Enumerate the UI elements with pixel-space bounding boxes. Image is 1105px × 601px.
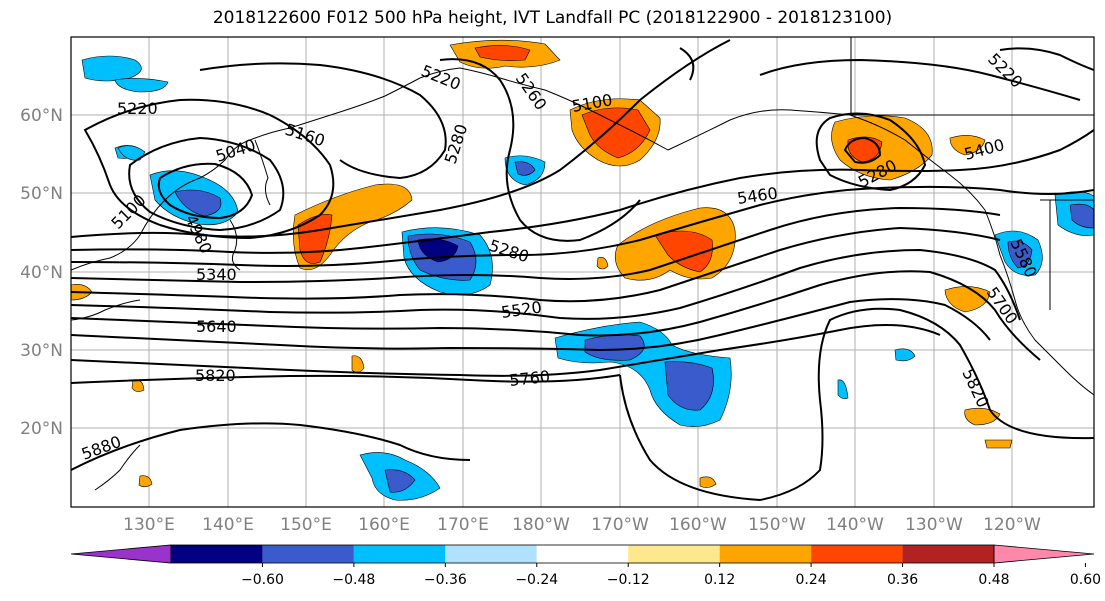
- height-contours: [71, 39, 1094, 502]
- longitude-labels: 130°E 140°E 150°E 160°E 170°E 180°W 170°…: [123, 515, 1041, 535]
- lon-label: 120°W: [983, 515, 1041, 535]
- colorbar-min-extend: [70, 544, 172, 564]
- colorbar-segment: [171, 545, 263, 563]
- contour-label: 5640: [196, 317, 237, 336]
- lon-label: 170°E: [437, 515, 489, 535]
- lon-label: 130°W: [905, 515, 963, 535]
- contour-label: 5340: [196, 265, 237, 284]
- colorbar-tick-label: −0.48: [332, 572, 375, 588]
- colorbar-tick-label: −0.60: [241, 572, 284, 588]
- lat-label: 20°N: [20, 419, 63, 439]
- ivt-positive-anomalies: [71, 39, 1013, 488]
- lon-label: 140°E: [202, 515, 254, 535]
- colorbar-segment: [719, 545, 812, 563]
- map-frame: [70, 36, 1095, 508]
- lon-label: 160°E: [358, 515, 410, 535]
- colorbar: −0.60 −0.48 −0.36 −0.24 −0.12 0.12 0.24 0.36 0.4…: [70, 544, 1101, 588]
- lon-label: 180°W: [512, 515, 570, 535]
- colorbar-tick-label: 0.60: [1070, 572, 1101, 588]
- ivt-negative-anomalies: [81, 55, 1094, 501]
- lon-label: 130°E: [123, 515, 175, 535]
- colorbar-segment: [445, 545, 537, 563]
- colorbar-segment: [628, 545, 720, 563]
- lat-label: 50°N: [20, 184, 63, 204]
- colorbar-segment: [902, 545, 994, 563]
- lat-label: 40°N: [20, 263, 63, 283]
- contour-labels: 5220 5220 5160 5040 5100 4980 5280 5260 …: [79, 49, 1041, 463]
- colorbar-tick-label: 0.24: [796, 572, 827, 588]
- lon-label: 170°W: [591, 515, 649, 535]
- latitude-labels: 60°N 50°N 40°N 30°N 20°N: [20, 106, 63, 439]
- colorbar-tick-label: 0.48: [978, 572, 1009, 588]
- contour-label: 5820: [195, 366, 236, 385]
- contour-label: 5760: [508, 367, 550, 390]
- colorbar-max-extend: [993, 544, 1095, 564]
- colorbar-tick-label: −0.24: [515, 572, 558, 588]
- colorbar-segment: [262, 545, 354, 563]
- lat-label: 30°N: [20, 341, 63, 361]
- map-title: 2018122600 F012 500 hPa height, IVT Land…: [212, 8, 893, 28]
- colorbar-tick-label: −0.12: [607, 572, 650, 588]
- lon-label: 150°W: [748, 515, 806, 535]
- lon-label: 160°W: [669, 515, 727, 535]
- colorbar-segment: [536, 545, 629, 563]
- colorbar-tick-label: 0.12: [704, 572, 735, 588]
- colorbar-tick-label: −0.36: [424, 572, 467, 588]
- colorbar-segment: [353, 545, 446, 563]
- contour-label: 5220: [117, 99, 158, 118]
- lon-label: 140°W: [826, 515, 884, 535]
- lon-label: 150°E: [280, 515, 332, 535]
- lat-label: 60°N: [20, 106, 63, 126]
- colorbar-tick-label: 0.36: [887, 572, 918, 588]
- colorbar-segment: [811, 545, 903, 563]
- colorbar-outline: [170, 544, 995, 564]
